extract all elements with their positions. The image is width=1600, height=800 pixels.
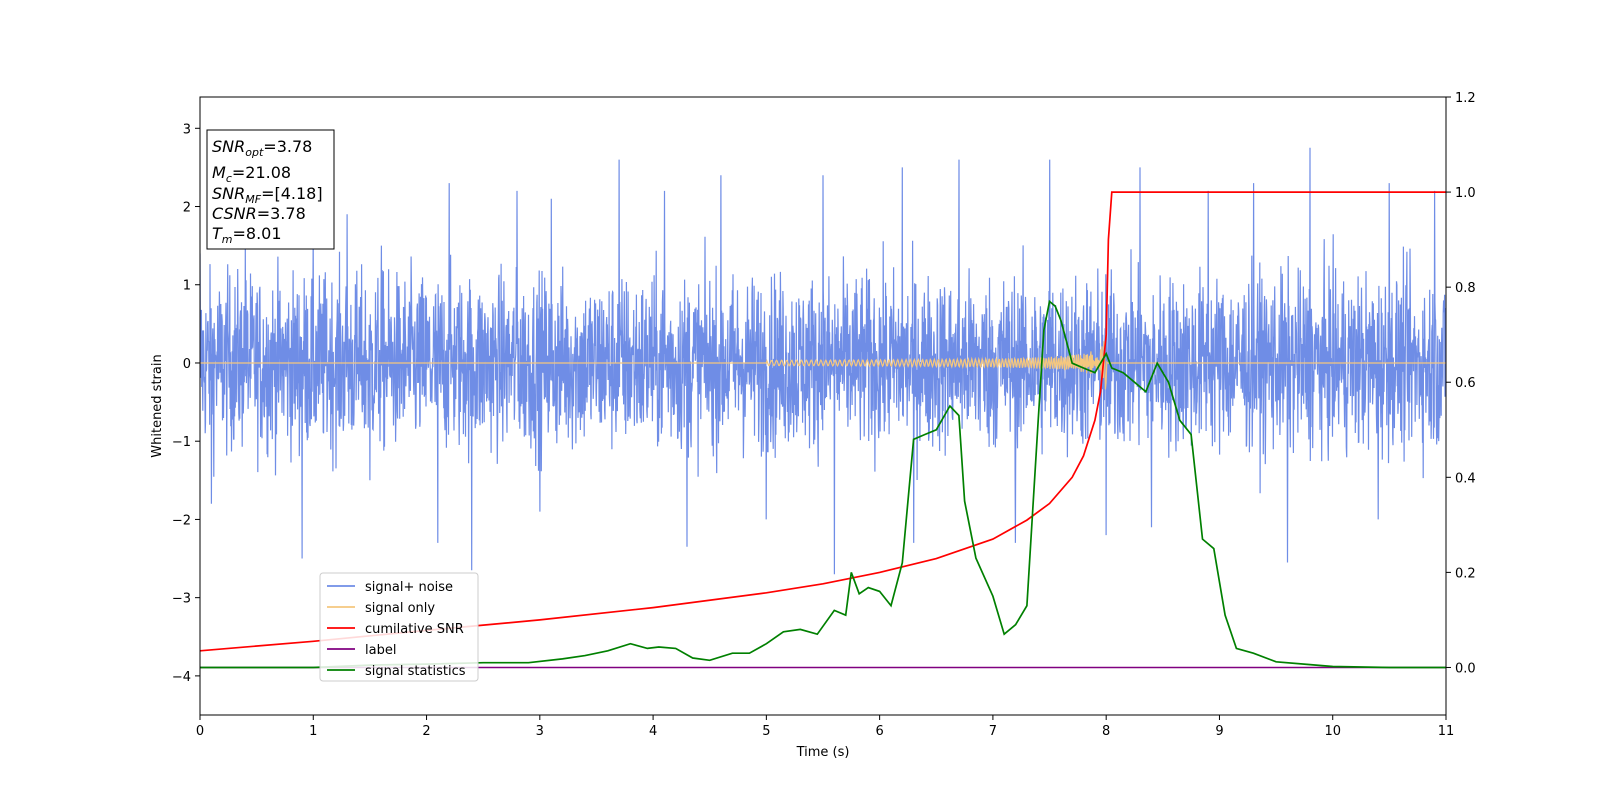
x-tick-label: 1 — [309, 724, 317, 739]
x-tick-label: 9 — [1215, 724, 1223, 739]
y2-tick-label: 0.2 — [1455, 566, 1476, 581]
info-snr-mf: SNRMF=[4.18] — [212, 184, 323, 206]
y2-tick-label: 1.0 — [1455, 186, 1476, 201]
info-csnr: CSNR=3.78 — [212, 204, 306, 223]
series-signal-only — [200, 341, 1446, 390]
y-tick-label: −3 — [172, 592, 191, 607]
x-tick-label: 8 — [1102, 724, 1110, 739]
y2-axis-ticks: 1.2 1.0 0.8 0.6 0.4 0.2 0.0 — [1446, 91, 1476, 676]
svg-text:signal only: signal only — [365, 601, 435, 616]
svg-text:signal+ noise: signal+ noise — [365, 580, 453, 595]
x-tick-label: 7 — [989, 724, 997, 739]
axes-frame — [199, 96, 1447, 716]
svg-text:label: label — [365, 643, 396, 658]
series-cumulative-snr — [200, 191, 1446, 652]
legend-item-cumulative-snr: cumilative SNR — [327, 622, 464, 637]
legend-item-signal-only: signal only — [327, 601, 435, 616]
y-axis-label: Whitened strain — [150, 354, 165, 457]
y-axis-ticks: 3 2 1 0 −1 −2 −3 −4 — [172, 122, 200, 685]
y-tick-label: 2 — [183, 201, 191, 216]
info-tm: Tm=8.01 — [212, 224, 282, 246]
y2-tick-label: 0.8 — [1455, 281, 1476, 296]
info-mc: Mc=21.08 — [212, 163, 291, 185]
x-axis-ticks: 0 1 2 3 4 5 6 7 8 9 10 11 — [196, 715, 1454, 739]
y-tick-label: −2 — [172, 513, 191, 528]
x-tick-label: 3 — [536, 724, 544, 739]
x-tick-label: 0 — [196, 724, 204, 739]
series-signal-statistics — [200, 299, 1446, 669]
y2-tick-label: 0.0 — [1455, 661, 1476, 676]
y-tick-label: 3 — [183, 122, 191, 137]
x-tick-label: 4 — [649, 724, 657, 739]
y-tick-label: 1 — [183, 279, 191, 294]
legend-item-signal-statistics: signal statistics — [327, 664, 466, 679]
x-tick-label: 11 — [1438, 724, 1455, 739]
svg-text:signal statistics: signal statistics — [365, 664, 466, 679]
info-box: SNRopt=3.78 Mc=21.08 SNRMF=[4.18] CSNR=3… — [206, 129, 335, 250]
y2-tick-label: 1.2 — [1455, 91, 1476, 106]
x-axis-label: Time (s) — [796, 745, 850, 760]
legend-item-label: label — [327, 643, 396, 658]
y2-tick-label: 0.6 — [1455, 376, 1476, 391]
svg-text:cumilative SNR: cumilative SNR — [365, 622, 464, 637]
legend-item-signal-noise: signal+ noise — [327, 580, 453, 595]
legend: signal+ noise signal only cumilative SNR… — [319, 572, 479, 682]
y-tick-label: −1 — [172, 435, 191, 450]
x-tick-label: 2 — [422, 724, 430, 739]
y2-tick-label: 0.4 — [1455, 471, 1476, 486]
series-signal-noise — [200, 147, 1446, 575]
y-tick-label: 0 — [183, 357, 191, 372]
x-tick-label: 6 — [875, 724, 883, 739]
y-tick-label: −4 — [172, 670, 191, 685]
x-tick-label: 5 — [762, 724, 770, 739]
info-snr-opt: SNRopt=3.78 — [212, 137, 312, 159]
x-tick-label: 10 — [1324, 724, 1341, 739]
